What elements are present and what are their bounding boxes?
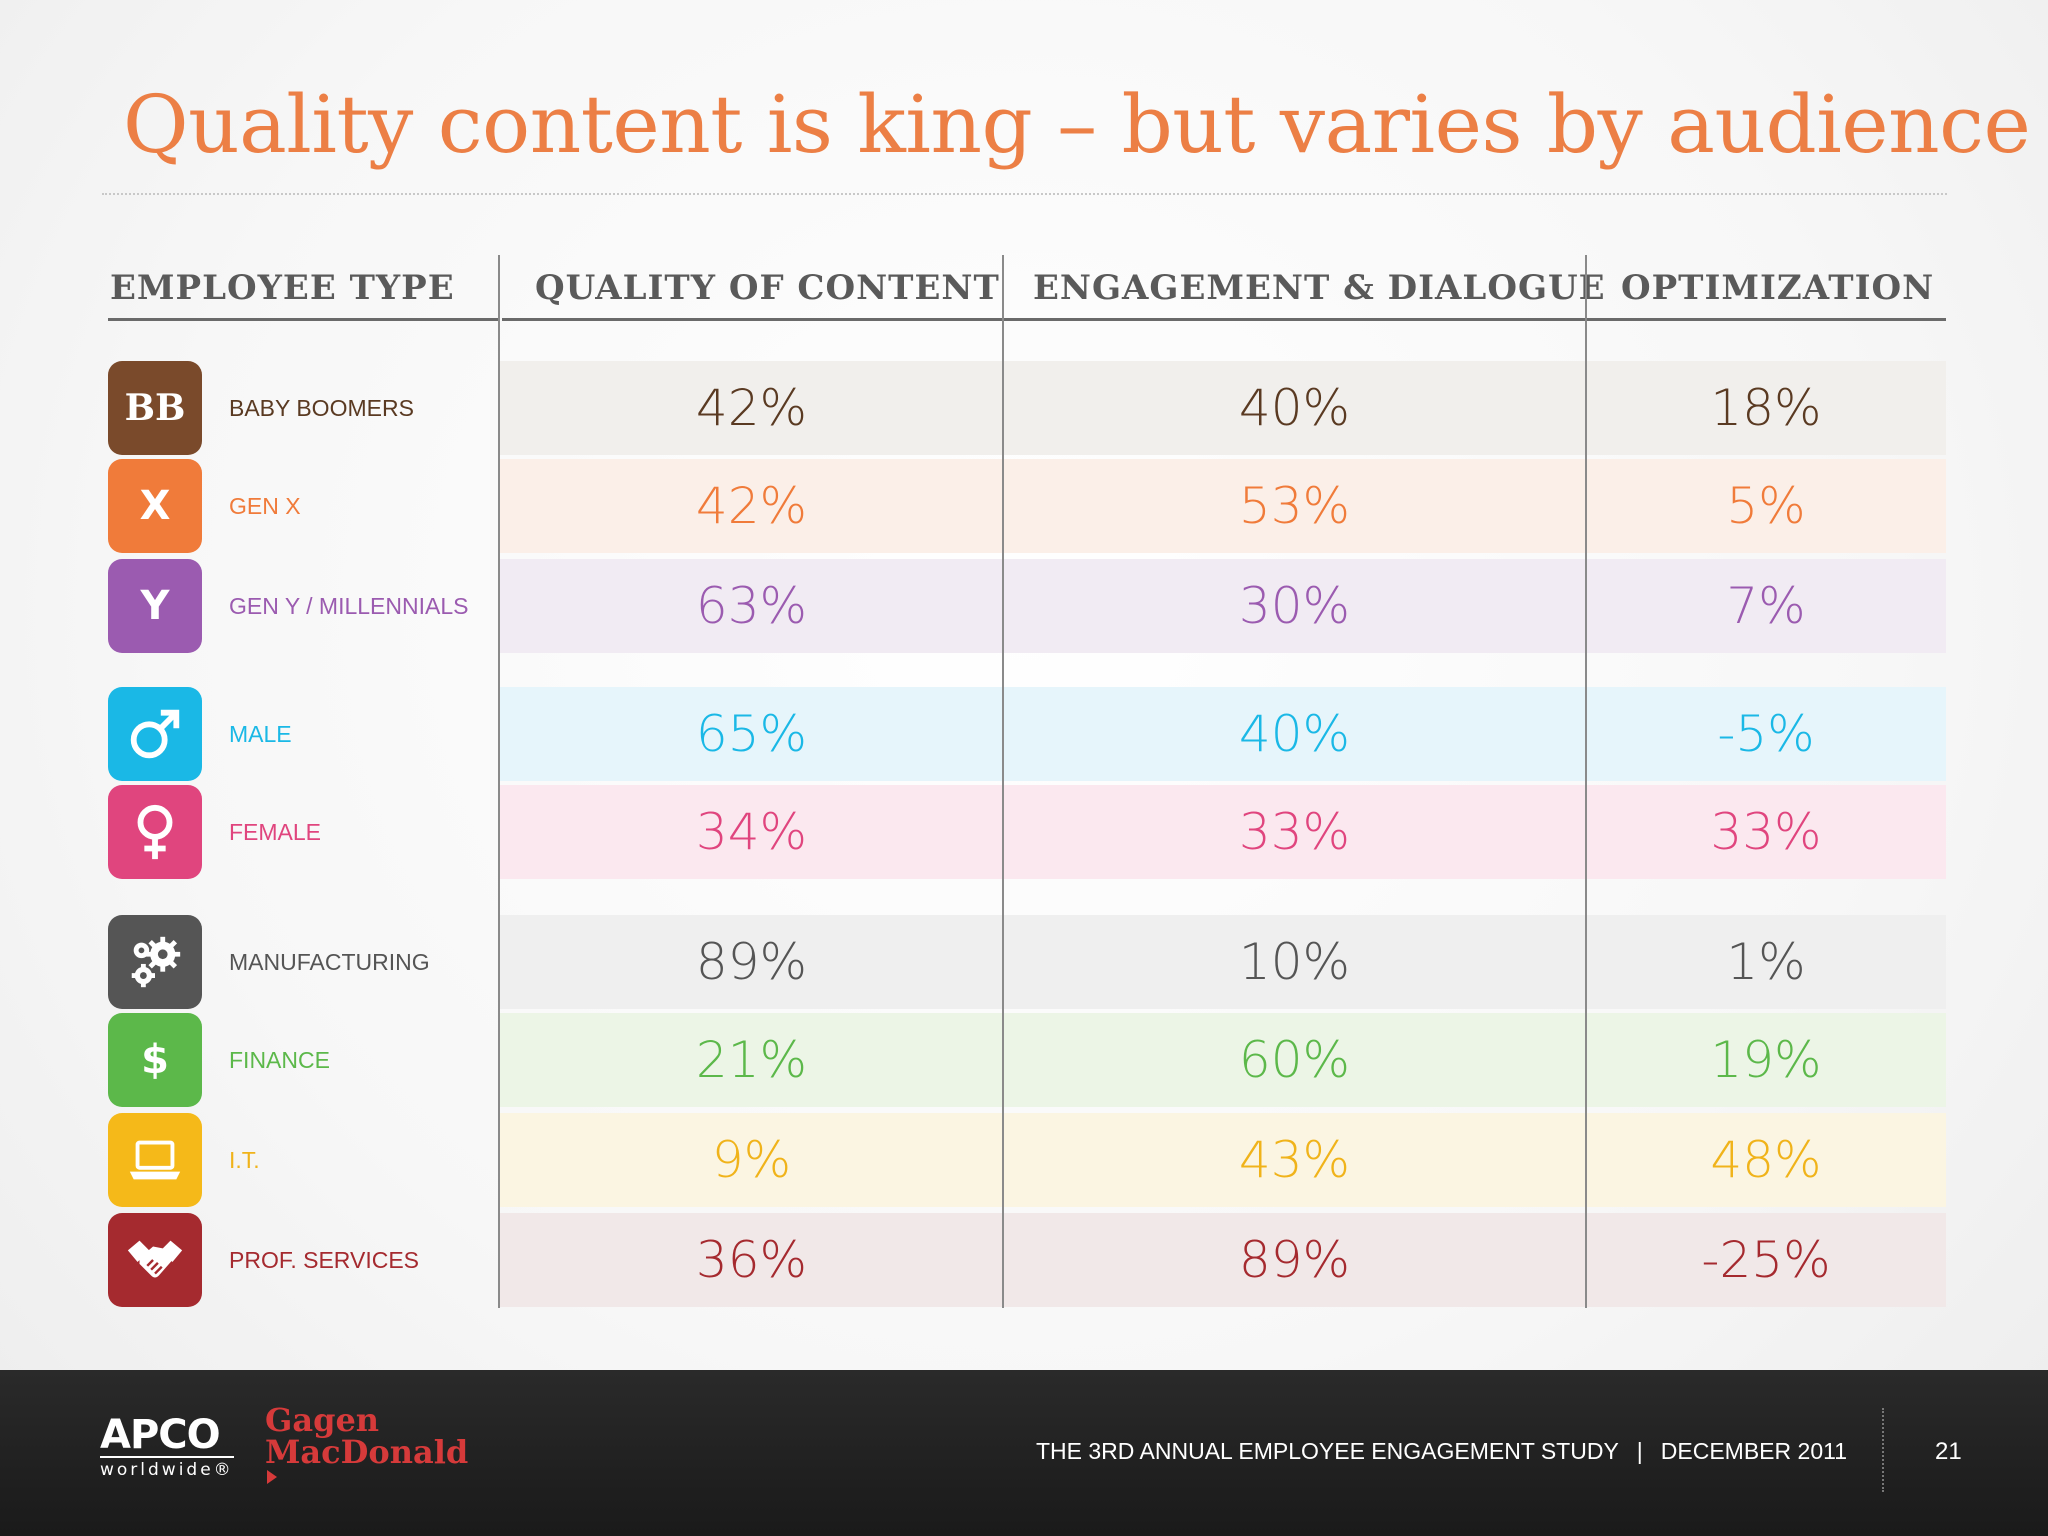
row-label: GEN Y / MILLENNIALS	[229, 593, 469, 619]
engagement-value: 60%	[1238, 1031, 1351, 1089]
table-row: Y GEN Y / MILLENNIALS 63% 30% 7%	[108, 559, 1946, 653]
optimization-value: 1%	[1726, 933, 1806, 991]
title-divider	[102, 193, 1947, 195]
study-title: THE 3RD ANNUAL EMPLOYEE ENGAGEMENT STUDY	[1036, 1438, 1619, 1464]
table-row: PROF. SERVICES 36% 89% -25%	[108, 1213, 1946, 1307]
footer-separator: |	[1636, 1438, 1643, 1464]
row-label: I.T.	[229, 1147, 260, 1173]
gagen-macdonald-logo: Gagen MacDonald	[265, 1401, 469, 1484]
row-label: MALE	[229, 721, 292, 747]
quality-value: 36%	[695, 1231, 808, 1289]
optimization-value: 33%	[1710, 803, 1822, 861]
table-row: X GEN X 42% 53% 5%	[108, 459, 1946, 553]
study-date: DECEMBER 2011	[1660, 1438, 1847, 1464]
quality-value: 65%	[695, 705, 808, 763]
table-row: MANUFACTURING 89% 10% 1%	[108, 915, 1946, 1009]
header-quality-of-content: QUALITY OF CONTENT	[535, 268, 1000, 308]
column-divider	[1585, 255, 1587, 1308]
row-background	[500, 559, 1946, 653]
row-background	[500, 459, 1946, 553]
row-background	[500, 687, 1946, 781]
engagement-value: 43%	[1238, 1131, 1351, 1189]
optimization-value: -25%	[1701, 1231, 1831, 1289]
table-row: $ FINANCE 21% 60% 19%	[108, 1013, 1946, 1107]
row-label: MANUFACTURING	[229, 949, 430, 975]
optimization-value: 18%	[1710, 379, 1822, 437]
row-label: FINANCE	[229, 1047, 330, 1073]
apco-name: APCO	[100, 1412, 221, 1458]
row-label: PROF. SERVICES	[229, 1247, 420, 1273]
engagement-value: 40%	[1238, 705, 1351, 763]
gears-icon	[108, 915, 202, 1009]
laptop-icon	[108, 1113, 202, 1207]
optimization-value: -5%	[1717, 705, 1815, 763]
row-background	[500, 785, 1946, 879]
quality-value: 9%	[711, 1131, 792, 1189]
optimization-value: 5%	[1726, 477, 1806, 535]
engagement-value: 89%	[1238, 1231, 1351, 1289]
gagen-line1: Gagen	[265, 1401, 380, 1439]
apco-logo: APCO worldwide®	[100, 1412, 234, 1480]
engagement-value: 33%	[1238, 803, 1351, 861]
dollar-icon: $	[108, 1013, 202, 1107]
footer-divider	[1882, 1408, 1886, 1492]
header-underline	[502, 318, 1946, 321]
baby-boomers-badge: BB	[108, 361, 202, 455]
engagement-value: 10%	[1238, 933, 1351, 991]
row-background	[500, 1113, 1946, 1207]
female-symbol-icon	[108, 785, 202, 879]
quality-value: 42%	[695, 379, 808, 437]
column-divider	[1002, 255, 1004, 1308]
quality-value: 89%	[695, 933, 808, 991]
footer-bar	[0, 1370, 2048, 1536]
gen-y-badge: Y	[108, 559, 202, 653]
column-divider	[498, 255, 500, 1308]
quality-value: 21%	[695, 1031, 808, 1089]
male-symbol-icon	[108, 687, 202, 781]
header-employee-type: EMPLOYEE TYPE	[110, 268, 455, 308]
row-label: GEN X	[229, 493, 301, 519]
table-row: BB BABY BOOMERS 42% 40% 18%	[108, 361, 1946, 455]
engagement-value: 30%	[1238, 577, 1351, 635]
quality-value: 63%	[695, 577, 808, 635]
slide-title: Quality content is king – but varies by …	[123, 78, 2031, 171]
quality-value: 42%	[695, 477, 808, 535]
row-background	[500, 915, 1946, 1009]
page-number: 21	[1935, 1438, 1962, 1465]
handshake-icon	[108, 1213, 202, 1307]
header-underline	[108, 318, 498, 321]
table-row: I.T. 9% 43% 48%	[108, 1113, 1946, 1207]
row-background	[500, 1013, 1946, 1107]
gagen-line2: MacDonald	[265, 1433, 469, 1471]
gagen-arrow-icon	[267, 1470, 277, 1484]
table-row: MALE 65% 40% -5%	[108, 687, 1946, 781]
header-optimization: OPTIMIZATION	[1621, 268, 1935, 308]
optimization-value: 7%	[1726, 577, 1806, 635]
gen-x-badge: X	[108, 459, 202, 553]
quality-value: 34%	[695, 803, 808, 861]
engagement-value: 40%	[1238, 379, 1351, 437]
optimization-value: 19%	[1710, 1031, 1822, 1089]
table-row: FEMALE 34% 33% 33%	[108, 785, 1946, 879]
row-background	[500, 361, 1946, 455]
row-background	[500, 1213, 1946, 1307]
header-engagement-dialogue: ENGAGEMENT & DIALOGUE	[1033, 268, 1606, 308]
row-label: FEMALE	[229, 819, 322, 845]
engagement-value: 53%	[1238, 477, 1351, 535]
study-caption: THE 3RD ANNUAL EMPLOYEE ENGAGEMENT STUDY…	[1036, 1438, 1847, 1465]
row-label: BABY BOOMERS	[229, 395, 414, 421]
optimization-value: 48%	[1710, 1131, 1822, 1189]
apco-sub: worldwide®	[100, 1456, 234, 1480]
